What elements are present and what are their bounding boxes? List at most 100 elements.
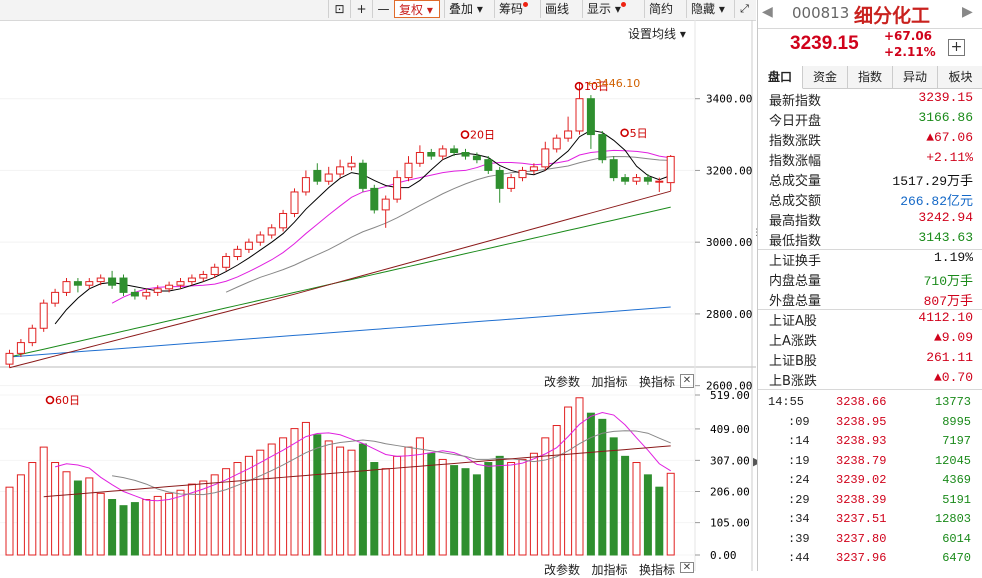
stat-label: 上证换手 [769,254,822,269]
candle-body [290,191,299,214]
stat-value: 3166.86 [918,110,973,125]
candle-body [472,155,481,161]
volume-bar [85,477,94,556]
stat-row: 总成交量 1517.29万手 [758,169,982,189]
candle-body [529,166,538,171]
candle-body [336,166,345,175]
candle-body [507,177,516,189]
next-icon[interactable]: ▶ [962,4,973,20]
candle-body [51,291,60,304]
change-params-button[interactable]: 改参数 [544,375,581,389]
candle-body [222,256,231,268]
candle-body [233,248,242,258]
display-button[interactable]: 显示 ▾ [582,0,632,18]
volume-bar [153,495,162,556]
candle-body [62,281,71,293]
volume-tick-label: 0.00 [710,549,737,562]
stat-value: 4112.10 [918,310,973,325]
stat-value: 3239.15 [918,90,973,105]
add-watchlist-button[interactable]: + [948,39,965,56]
stat-value: +2.11% [926,150,973,165]
stat-row: 最新指数 3239.15 [758,89,982,109]
chart-toolbar: ⊡ + — 复权 ▾ 叠加 ▾ 筹码 画线 显示 ▾ 简约 隐藏 ▾ ⤢ [0,0,756,21]
candle-body [96,277,105,283]
stat-label: 最低指数 [769,234,822,249]
splitter-handle-icon[interactable]: ⋮ [752,228,761,238]
ma-marker-icon [45,395,55,405]
stat-label: 指数涨跌 [769,134,822,149]
tick-row: :39 3237.80 6014 [758,530,982,549]
restore-icon[interactable]: ⊡ [328,0,350,18]
ma-annotation: 20日 [470,129,495,142]
candle-body [279,212,288,229]
candle-body [427,152,436,157]
volume-bar [222,468,231,556]
close-vol-icon[interactable]: ✕ [680,374,694,388]
candle-body [495,169,504,189]
divider [758,309,982,310]
stat-value: ▲0.70 [933,370,973,385]
stat-value: 1.19% [933,250,973,265]
switch-indicator-button[interactable]: 换指标 [638,375,675,389]
volume-bar [472,474,481,556]
overlay-button[interactable]: 叠加 ▾ [444,0,490,18]
candle-body [130,291,139,297]
add-indicator-button[interactable]: 加指标 [591,563,628,577]
stat-row: 内盘总量 710万手 [758,269,982,289]
volume-bar [404,446,413,556]
tick-row: :29 3238.39 5191 [758,491,982,510]
chips-button[interactable]: 筹码 [494,0,536,18]
candle-body [16,342,25,354]
simple-button[interactable]: 简约 [644,0,682,18]
candle-body [267,227,276,236]
ma-settings-button[interactable]: 设置均线 ▾ [628,27,686,41]
volume-bar [130,502,139,556]
tab-funds[interactable]: 资金 [803,66,848,89]
stat-value: 3143.63 [918,230,973,245]
change-params-button[interactable]: 改参数 [544,563,581,577]
candle-body [552,137,561,150]
kline-chart[interactable]: 3400.00 3200.00 3000.00 2800.00 2600.00519.0… [0,20,756,571]
candle-body [381,198,390,211]
candle-body [85,281,94,286]
display-label: 显示 ▾ [587,2,621,16]
expand-icon[interactable]: ⤢ [734,0,754,18]
candle-body [655,180,664,183]
change-percent: +2.11% [884,45,936,59]
fuquan-button[interactable]: 复权 ▾ [394,0,440,18]
tab-sector[interactable]: 板块 [938,66,982,89]
volume-tick-label: 519.00 [710,389,750,402]
volume-bar [586,412,595,556]
volume-bar [438,458,447,556]
candle-body [415,152,424,164]
candle-body [621,177,630,182]
draw-line-button[interactable]: 画线 [540,0,578,18]
stat-row: 外盘总量 807万手 [758,289,982,309]
add-indicator-button[interactable]: 加指标 [591,375,628,389]
tick-time: :19 [788,453,810,468]
stat-label: 总成交量 [769,174,822,189]
hide-button[interactable]: 隐藏 ▾ [686,0,732,18]
stat-label: 上A涨跌 [769,334,817,349]
prev-icon[interactable]: ◀ [762,4,773,20]
volume-ma-lines [43,412,671,502]
volume-bar [450,465,459,556]
volume-bar [358,443,367,556]
volume-bar [62,471,71,556]
volume-bar [336,446,345,556]
tab-pankou[interactable]: 盘口 [758,66,803,89]
switch-indicator-button[interactable]: 换指标 [638,563,675,577]
ma30-line [9,190,671,369]
volume-bar [598,418,607,556]
zoom-out-icon[interactable]: — [372,0,394,18]
candle-body [541,148,550,168]
volume-bar [370,462,379,556]
close-indicator-icon[interactable]: ✕ [680,562,694,573]
tick-price: 3237.96 [836,551,887,565]
zoom-in-icon[interactable]: + [350,0,372,18]
volume-bar [529,452,538,556]
stat-label: 上B涨跌 [769,374,817,389]
tab-index[interactable]: 指数 [848,66,893,89]
ma-annotation: 60日 [55,394,80,407]
tab-abnormal[interactable]: 异动 [893,66,938,89]
